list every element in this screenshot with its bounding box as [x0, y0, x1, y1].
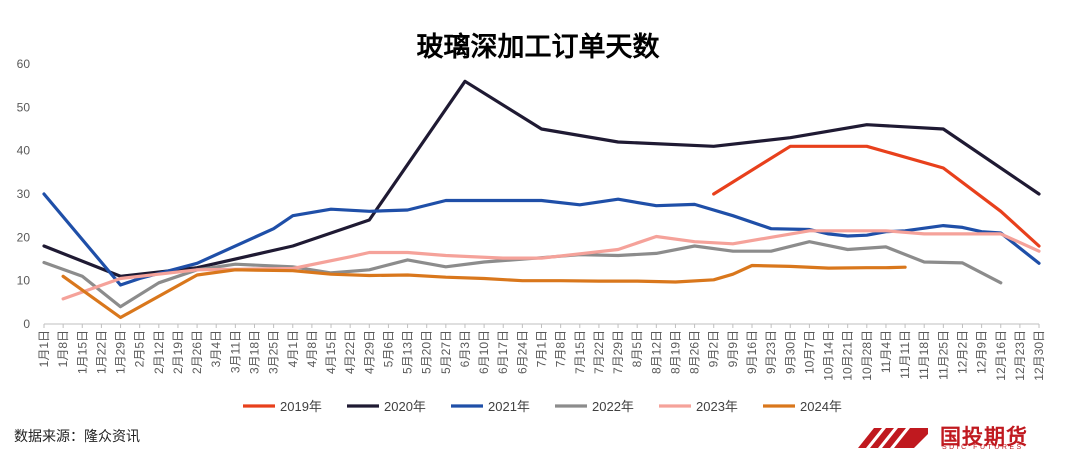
- x-tick-label: 12月30日: [1032, 330, 1046, 381]
- x-tick-label: 4月29日: [362, 330, 376, 374]
- series-line-2024年: [61, 263, 907, 320]
- x-tick-label: 5月6日: [381, 330, 395, 367]
- x-tick-label: 8月5日: [630, 330, 644, 367]
- series-line-2023年: [61, 229, 1041, 301]
- series-line-2022年: [42, 240, 1003, 309]
- x-tick-label: 6月10日: [477, 330, 491, 374]
- x-tick-label: 3月25日: [267, 330, 281, 374]
- x-tick-label: 6月17日: [496, 330, 510, 374]
- x-tick-label: 8月26日: [688, 330, 702, 374]
- x-tick-label: 11月4日: [879, 330, 893, 373]
- logo-name: 国投期货: [940, 425, 1028, 449]
- chart-title: 玻璃深加工订单天数: [417, 32, 661, 63]
- logo-subtitle: SDIC FUTURES: [942, 444, 1024, 451]
- x-tick-label: 8月19日: [668, 330, 682, 374]
- x-tick-label: 5月13日: [401, 330, 415, 374]
- y-tick-label: 0: [23, 317, 30, 331]
- y-tick-label: 50: [17, 100, 31, 114]
- x-tick-label: 5月20日: [420, 330, 434, 374]
- x-tick-label: 11月11日: [898, 330, 912, 379]
- x-tick-label: 6月24日: [515, 330, 529, 374]
- x-tick-label: 11月25日: [936, 330, 950, 380]
- legend-label: 2022年: [592, 399, 634, 414]
- legend-label: 2020年: [384, 399, 426, 414]
- x-tick-label: 2月12日: [152, 330, 166, 374]
- x-tick-label: 7月8日: [554, 330, 568, 367]
- logo-emblem-icon: [858, 428, 928, 448]
- x-tick-label: 7月15日: [573, 330, 587, 374]
- x-tick-label: 4月15日: [324, 330, 338, 374]
- x-tick-label: 12月23日: [1013, 330, 1027, 381]
- x-tick-label: 10月7日: [802, 330, 816, 374]
- legend-label: 2024年: [800, 399, 842, 414]
- x-tick-label: 1月29日: [114, 330, 128, 374]
- series-line-2021年: [42, 192, 1041, 287]
- legend-label: 2019年: [280, 399, 322, 414]
- x-tick-label: 2月26日: [190, 330, 204, 374]
- x-tick-label: 6月3日: [458, 330, 472, 367]
- company-logo: 国投期货 SDIC FUTURES: [852, 418, 1074, 452]
- x-tick-label: 1月1日: [37, 330, 51, 367]
- x-tick-label: 3月11日: [228, 330, 242, 373]
- x-tick-label: 1月8日: [56, 330, 70, 367]
- x-tick-label: 11月18日: [917, 330, 931, 380]
- x-tick-label: 12月2日: [955, 330, 969, 374]
- chart-legend: 2019年 2020年 2021年 2022年 2023年 2024年: [243, 399, 842, 414]
- x-tick-label: 12月9日: [975, 330, 989, 374]
- x-tick-label: 10月21日: [841, 330, 855, 381]
- x-tick-label: 7月29日: [611, 330, 625, 374]
- x-tick-label: 5月27日: [439, 330, 453, 374]
- x-tick-label: 4月8日: [305, 330, 319, 367]
- x-tick-label: 12月16日: [994, 330, 1008, 381]
- y-tick-label: 60: [17, 57, 31, 71]
- x-tick-label: 9月9日: [726, 330, 740, 367]
- legend-label: 2023年: [696, 399, 738, 414]
- x-tick-label: 1月22日: [94, 330, 108, 374]
- chart-series: [42, 79, 1041, 320]
- x-tick-label: 7月1日: [535, 330, 549, 367]
- x-tick-label: 2月19日: [171, 330, 185, 374]
- x-tick-label: 10月28日: [860, 330, 874, 381]
- x-tick-label: 9月16日: [745, 330, 759, 374]
- y-tick-label: 40: [17, 144, 31, 158]
- y-tick-label: 20: [17, 230, 31, 244]
- y-tick-label: 30: [17, 187, 31, 201]
- x-tick-label: 10月14日: [822, 330, 836, 381]
- x-tick-label: 3月18日: [247, 330, 261, 374]
- series-line-2020年: [42, 79, 1041, 278]
- x-tick-label: 1月15日: [75, 330, 89, 374]
- x-tick-label: 9月30日: [783, 330, 797, 374]
- x-tick-label: 7月22日: [592, 330, 606, 374]
- legend-label: 2021年: [488, 399, 530, 414]
- x-tick-label: 9月2日: [707, 330, 721, 367]
- x-tick-label: 4月1日: [286, 330, 300, 367]
- series-line-2019年: [712, 144, 1041, 248]
- x-tick-label: 3月4日: [209, 330, 223, 367]
- x-tick-label: 2月5日: [133, 330, 147, 367]
- x-tick-label: 8月12日: [649, 330, 663, 374]
- x-tick-label: 4月22日: [343, 330, 357, 374]
- data-source-note: 数据来源：隆众资讯: [14, 429, 140, 445]
- y-tick-label: 10: [17, 274, 31, 288]
- x-tick-label: 9月23日: [764, 330, 778, 374]
- chart-axes: 0 10 20 30 40 50 60 1月1日 1月8日 1月15日 1月22日 1月29日 2月5日…: [17, 57, 1046, 381]
